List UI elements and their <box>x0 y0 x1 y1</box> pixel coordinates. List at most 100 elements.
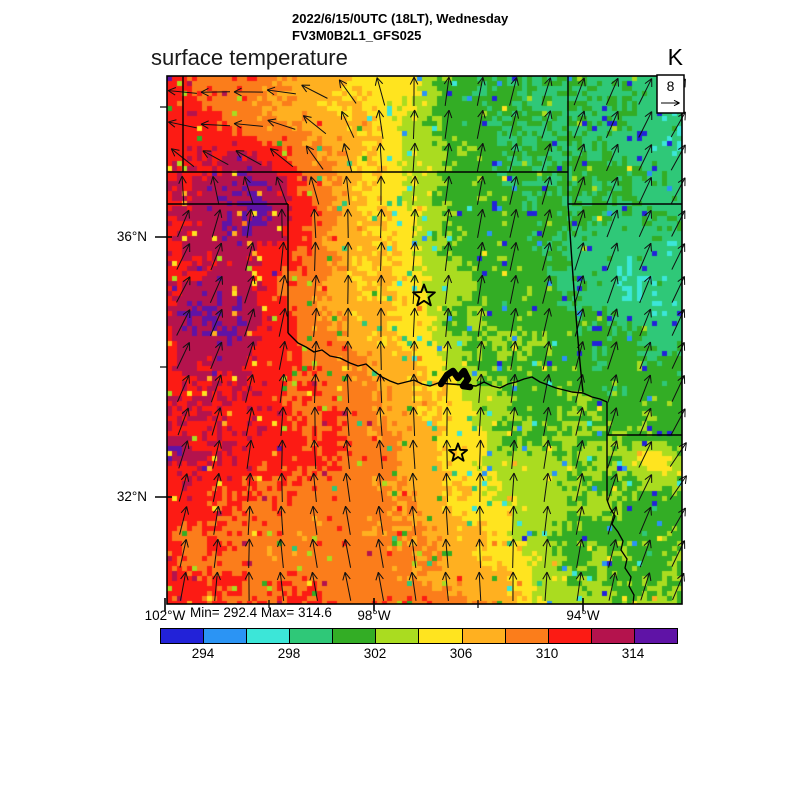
wind-arrow <box>541 242 553 271</box>
wind-arrow <box>245 472 254 502</box>
wind-arrow <box>409 76 419 107</box>
wind-arrow <box>509 439 518 469</box>
wind-arrow <box>409 406 418 437</box>
wind-arrow <box>542 275 552 304</box>
wind-arrow <box>542 308 552 337</box>
temperature-field-canvas <box>167 76 682 604</box>
wind-arrow <box>669 442 687 467</box>
wind-arrow <box>278 308 288 337</box>
colorbar-tick-label: 302 <box>363 646 387 661</box>
wind-arrow <box>575 374 585 403</box>
wind-arrow <box>605 110 619 139</box>
colorbar-tick-label: 294 <box>191 646 215 661</box>
wind-arrow <box>573 77 586 106</box>
wind-arrow <box>277 439 287 470</box>
wind-arrow <box>338 79 357 104</box>
wind-arrow <box>245 208 255 238</box>
wind-arrow <box>277 472 287 503</box>
wind-arrow <box>607 440 619 469</box>
wind-arrow <box>509 110 520 139</box>
colorbar-segment <box>419 629 463 643</box>
lat-tick-label: 32°N <box>116 489 147 504</box>
wind-arrow <box>442 571 451 601</box>
wind-arrow <box>671 210 686 237</box>
wind-arrow <box>267 118 296 130</box>
wind-arrow <box>670 144 686 171</box>
wind-arrow <box>278 406 287 436</box>
colorbar-segment <box>161 629 205 643</box>
wind-arrow <box>343 340 353 371</box>
wind-arrow <box>178 473 190 502</box>
lon-tick-label: 98°W <box>357 608 391 623</box>
wind-arrow <box>608 539 619 568</box>
colorbar-tick-label: 310 <box>535 646 559 661</box>
wind-arrow <box>574 308 586 337</box>
wind-arrow <box>541 209 553 238</box>
wind-arrow <box>209 308 223 337</box>
wind-arrow <box>443 274 453 304</box>
wind-arrow <box>477 241 486 271</box>
wind-arrow <box>310 406 320 437</box>
wind-arrow <box>376 175 386 206</box>
unit-label: K <box>667 44 683 70</box>
colorbar-tick-label: 314 <box>621 646 645 661</box>
wind-arrow <box>671 540 686 567</box>
wind-arrow <box>541 110 553 139</box>
wind-arrow <box>443 241 453 271</box>
wind-ref-value: 8 <box>667 78 675 94</box>
wind-arrow <box>269 148 294 168</box>
wind-arrow <box>638 209 653 237</box>
wind-arrow <box>575 571 585 601</box>
wind-arrow <box>509 373 519 403</box>
wind-arrow <box>476 406 485 437</box>
wind-arrow <box>671 375 686 402</box>
wind-arrow <box>342 175 352 205</box>
wind-arrow <box>606 143 619 172</box>
wind-arrow <box>244 275 256 304</box>
wind-arrow <box>639 506 652 535</box>
wind-arrow <box>575 505 585 535</box>
wind-arrow <box>409 439 418 470</box>
wind-arrow <box>638 111 653 138</box>
colorbar-segment <box>376 629 420 643</box>
wind-arrow <box>574 209 586 238</box>
wind-arrow <box>476 175 486 205</box>
wind-arrow <box>409 340 419 371</box>
wind-arrow <box>200 120 231 129</box>
wind-arrow <box>212 472 222 502</box>
wind-arrow <box>639 374 652 403</box>
wind-arrow <box>309 505 319 535</box>
wind-arrow <box>573 110 586 139</box>
wind-arrow <box>443 340 452 371</box>
wind-arrow <box>607 341 619 370</box>
colorbar-segment <box>591 629 635 643</box>
wind-arrow <box>476 274 486 304</box>
wind-arrow <box>276 571 286 601</box>
wind-arrow <box>343 241 353 272</box>
wind-arrow <box>177 374 190 403</box>
wind-arrow <box>542 505 552 535</box>
wind-arrow <box>342 571 352 601</box>
wind-arrow <box>510 340 519 370</box>
wind-arrow <box>245 439 255 469</box>
wind-arrow <box>343 406 352 436</box>
lat-tick-label: 36°N <box>116 229 147 244</box>
wind-arrow <box>176 342 191 369</box>
wind-arrow <box>310 241 320 272</box>
wind-arrow <box>442 439 452 470</box>
wind-arrow <box>639 308 652 337</box>
wind-arrow <box>639 407 652 436</box>
wind-arrow <box>211 407 223 436</box>
wind-arrow <box>302 115 327 135</box>
wind-arrow <box>202 150 229 166</box>
wind-arrow <box>541 143 553 172</box>
wind-arrow <box>341 143 353 172</box>
wind-reference-box: 8 <box>656 74 685 114</box>
wind-arrow <box>212 538 222 568</box>
wind-arrow <box>245 374 256 403</box>
wind-arrow <box>542 538 551 568</box>
wind-arrow <box>212 571 221 601</box>
wind-arrow <box>374 77 386 106</box>
wind-arrow <box>277 505 286 536</box>
wind-arrow <box>475 472 485 503</box>
